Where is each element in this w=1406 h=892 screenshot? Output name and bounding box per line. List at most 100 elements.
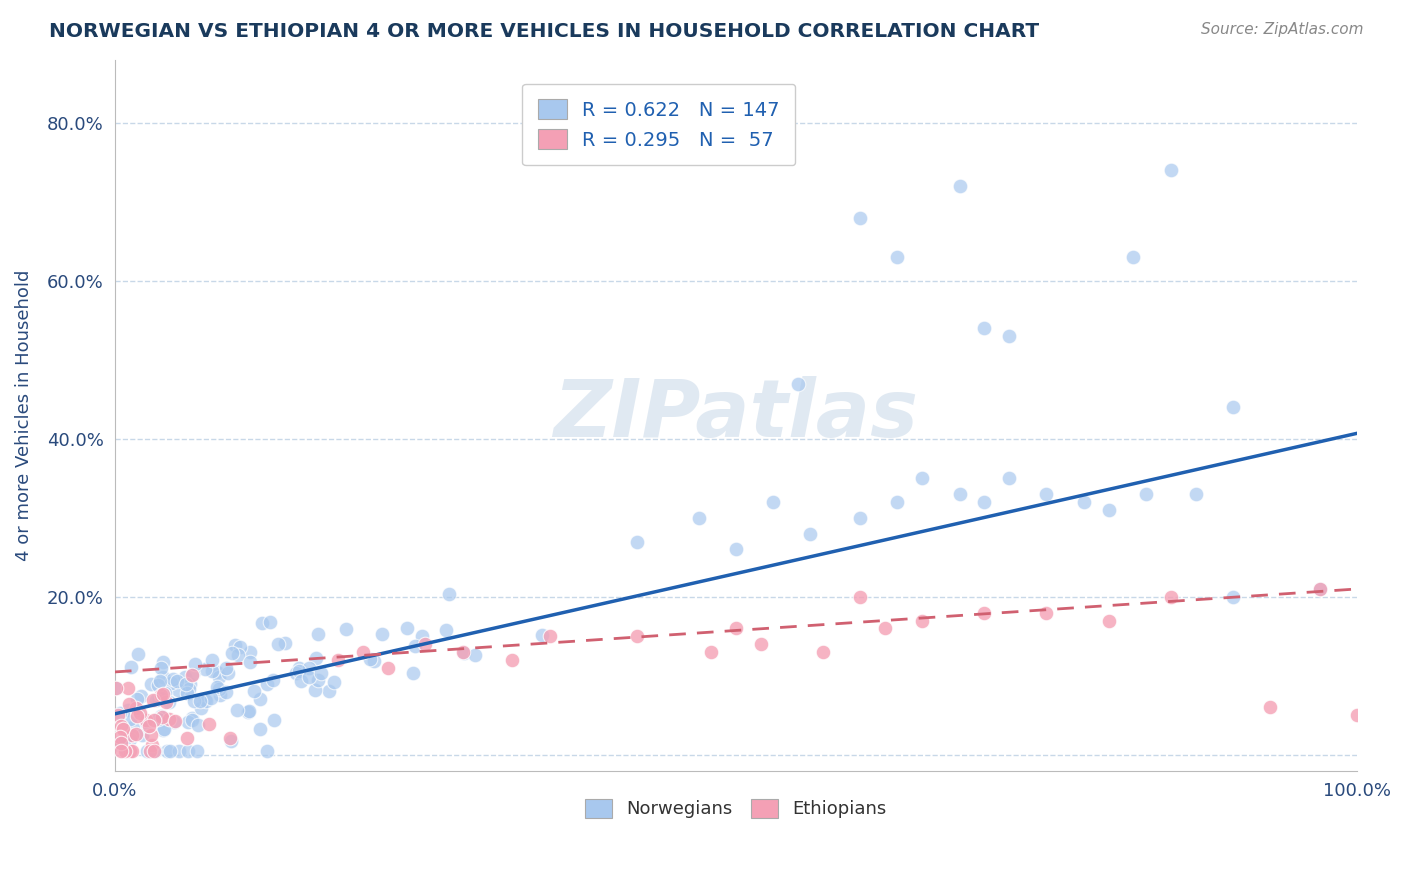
Point: [1160, 590, 1182, 604]
Point: [166, 683, 188, 698]
Point: [190, 694, 212, 708]
Point: [215, 685, 238, 699]
Point: [239, 645, 262, 659]
Point: [121, 728, 143, 742]
Point: [207, 665, 229, 679]
Point: [724, 542, 747, 557]
Point: [221, 646, 243, 660]
Point: [177, 744, 200, 758]
Point: [307, 673, 329, 688]
Point: [120, 744, 142, 758]
Point: [173, 670, 195, 684]
Point: [973, 495, 995, 509]
Point: [1160, 163, 1182, 178]
Point: [1258, 700, 1281, 714]
Point: [149, 709, 172, 723]
Point: [162, 672, 184, 686]
Point: [335, 622, 357, 636]
Point: [1135, 487, 1157, 501]
Point: [238, 704, 260, 718]
Point: [145, 693, 167, 707]
Point: [911, 471, 934, 485]
Point: [120, 712, 142, 726]
Point: [1346, 708, 1368, 723]
Point: [323, 675, 346, 690]
Point: [176, 686, 198, 700]
Point: [128, 706, 150, 720]
Point: [307, 627, 329, 641]
Point: [156, 744, 179, 758]
Point: [186, 744, 208, 758]
Point: [1097, 614, 1119, 628]
Point: [125, 703, 148, 717]
Point: [187, 717, 209, 731]
Point: [179, 677, 201, 691]
Point: [352, 645, 374, 659]
Point: [626, 534, 648, 549]
Point: [152, 670, 174, 684]
Point: [152, 723, 174, 737]
Point: [298, 661, 321, 675]
Point: [139, 728, 162, 742]
Point: [180, 713, 202, 727]
Point: [749, 637, 772, 651]
Point: [201, 653, 224, 667]
Point: [304, 683, 326, 698]
Point: [298, 670, 321, 684]
Point: [131, 728, 153, 742]
Point: [122, 720, 145, 734]
Point: [176, 731, 198, 745]
Point: [290, 674, 312, 689]
Point: [110, 744, 132, 758]
Point: [451, 645, 474, 659]
Point: [998, 329, 1021, 343]
Point: [1309, 582, 1331, 596]
Point: [309, 665, 332, 680]
Point: [177, 714, 200, 729]
Point: [153, 722, 176, 736]
Point: [136, 744, 159, 758]
Point: [239, 655, 262, 669]
Point: [183, 694, 205, 708]
Point: [530, 628, 553, 642]
Point: [262, 673, 284, 687]
Point: [200, 691, 222, 706]
Point: [208, 670, 231, 684]
Point: [146, 712, 169, 726]
Point: [157, 712, 180, 726]
Point: [411, 629, 433, 643]
Point: [434, 623, 457, 637]
Point: [118, 732, 141, 747]
Point: [288, 664, 311, 678]
Point: [236, 705, 259, 719]
Point: [108, 736, 131, 750]
Point: [404, 639, 426, 653]
Point: [363, 654, 385, 668]
Point: [1035, 606, 1057, 620]
Point: [1222, 590, 1244, 604]
Point: [849, 211, 872, 225]
Point: [259, 615, 281, 629]
Point: [125, 727, 148, 741]
Point: [159, 744, 181, 758]
Point: [1122, 250, 1144, 264]
Point: [177, 682, 200, 697]
Point: [849, 590, 872, 604]
Point: [1073, 495, 1095, 509]
Point: [157, 695, 180, 709]
Point: [121, 744, 143, 758]
Point: [284, 665, 307, 680]
Point: [208, 688, 231, 702]
Point: [149, 673, 172, 688]
Point: [250, 615, 273, 630]
Point: [104, 681, 127, 695]
Point: [437, 586, 460, 600]
Point: [163, 714, 186, 729]
Point: [120, 660, 142, 674]
Point: [288, 661, 311, 675]
Point: [150, 710, 173, 724]
Point: [218, 731, 240, 745]
Point: [180, 710, 202, 724]
Point: [328, 653, 350, 667]
Point: [117, 681, 139, 695]
